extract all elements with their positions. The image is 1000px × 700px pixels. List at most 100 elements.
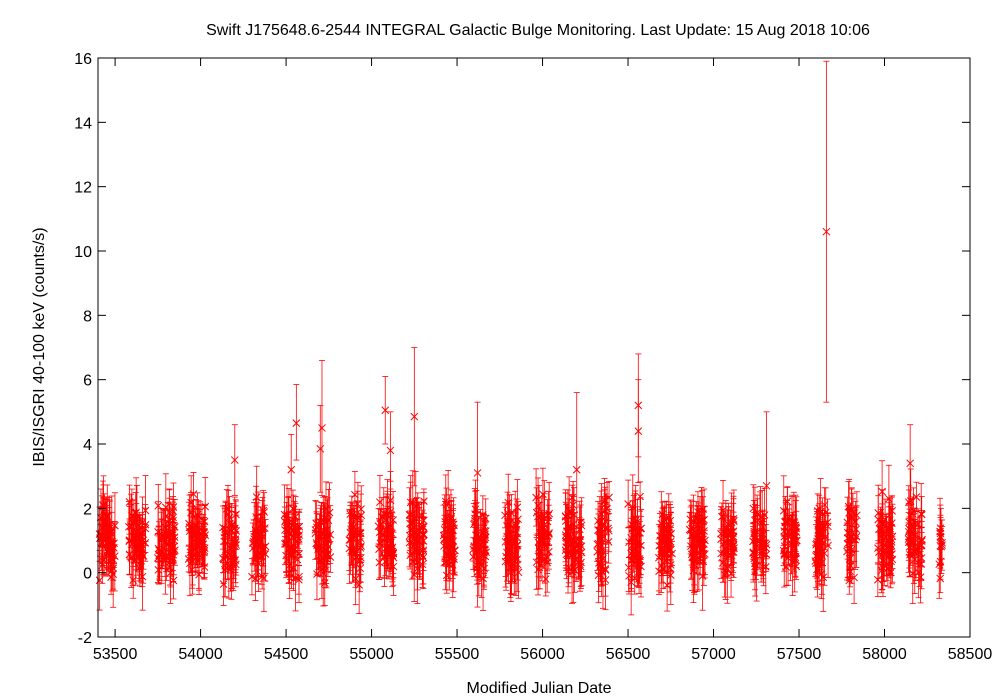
data-point [624, 479, 632, 529]
x-marker [563, 527, 571, 536]
data-point [666, 504, 674, 554]
x-marker [571, 555, 580, 564]
x-marker [637, 541, 645, 550]
x-marker [258, 572, 266, 581]
data-point [231, 541, 240, 588]
x-marker [220, 528, 229, 537]
data-point [694, 504, 702, 532]
x-marker [660, 542, 669, 550]
x-marker [377, 513, 386, 521]
x-marker [624, 563, 633, 572]
data-point [226, 522, 234, 574]
data-point [380, 527, 389, 587]
x-marker [107, 573, 115, 581]
x-marker [596, 536, 605, 544]
data-point [604, 520, 613, 564]
x-marker [448, 560, 457, 569]
x-marker [601, 575, 610, 584]
x-marker [349, 531, 358, 540]
data-point [448, 531, 457, 598]
data-point [476, 509, 485, 580]
x-marker [111, 521, 119, 530]
x-marker [629, 540, 638, 548]
x-marker [219, 580, 228, 588]
x-marker [158, 552, 167, 561]
data-point [135, 511, 144, 579]
x-marker [507, 563, 515, 572]
data-point [633, 535, 642, 570]
data-point [322, 481, 330, 537]
data-point [691, 538, 699, 593]
data-point [563, 503, 571, 559]
x-marker [511, 522, 520, 531]
data-point [356, 533, 365, 583]
data-point [184, 545, 193, 573]
x-marker [470, 519, 479, 528]
data-point [510, 535, 519, 595]
data-point [686, 499, 695, 539]
data-point [224, 485, 232, 544]
x-marker [252, 513, 260, 521]
data-point [138, 520, 147, 588]
data-point [700, 510, 708, 552]
data-point [505, 502, 513, 531]
x-marker [510, 560, 519, 569]
x-marker [193, 542, 202, 551]
data-point [127, 493, 135, 560]
x-marker [189, 490, 198, 498]
data-point [505, 526, 514, 552]
data-point [473, 527, 481, 576]
x-marker [322, 505, 330, 513]
data-point [569, 480, 577, 530]
x-marker [386, 550, 394, 559]
data-point [481, 522, 490, 553]
data-point [409, 531, 417, 561]
data-point [724, 506, 733, 543]
data-point [722, 526, 731, 577]
x-marker [543, 553, 551, 562]
x-marker [576, 562, 585, 571]
x-marker [252, 493, 261, 501]
data-point [382, 493, 390, 547]
x-marker [131, 556, 140, 564]
x-marker [634, 561, 642, 570]
data-point [411, 470, 420, 541]
x-marker [99, 501, 107, 509]
x-marker [444, 550, 453, 559]
x-marker [505, 535, 514, 544]
data-point [419, 502, 428, 552]
data-point [659, 516, 668, 542]
x-marker [139, 552, 147, 560]
data-point [413, 533, 422, 605]
x-marker [376, 520, 385, 528]
data-point [376, 475, 384, 530]
data-point [377, 497, 386, 537]
x-marker [541, 575, 550, 583]
x-marker [659, 524, 668, 533]
x-marker [285, 561, 293, 570]
data-point [449, 508, 458, 574]
x-marker [162, 529, 171, 538]
x-marker [513, 541, 522, 549]
data-point [154, 484, 163, 528]
data-point [227, 525, 236, 589]
x-marker [700, 527, 708, 535]
x-marker [505, 512, 513, 521]
x-marker [356, 553, 365, 562]
x-marker [696, 534, 705, 542]
data-point [316, 505, 325, 540]
data-point [699, 547, 707, 576]
x-marker [657, 519, 666, 528]
data-point [576, 536, 584, 592]
data-point [158, 543, 167, 570]
data-point [717, 509, 725, 570]
data-point [543, 543, 551, 572]
x-marker [326, 530, 335, 539]
x-marker [104, 549, 113, 558]
x-marker [721, 568, 730, 576]
data-point [169, 527, 177, 582]
data-point [100, 537, 108, 577]
x-marker [445, 520, 454, 528]
data-point [627, 530, 636, 592]
